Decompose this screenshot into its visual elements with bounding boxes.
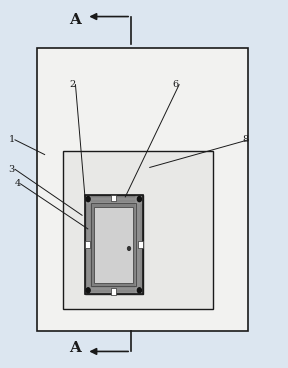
- Bar: [111, 195, 116, 201]
- Text: A: A: [69, 341, 81, 355]
- Text: 3: 3: [9, 165, 15, 174]
- Circle shape: [128, 247, 130, 250]
- Circle shape: [137, 288, 141, 293]
- Bar: [63, 151, 213, 309]
- Circle shape: [86, 288, 90, 293]
- Text: 1: 1: [9, 135, 15, 144]
- Bar: [85, 195, 143, 294]
- Text: 2: 2: [69, 80, 75, 89]
- Circle shape: [137, 197, 141, 202]
- Bar: [138, 241, 143, 248]
- Text: 4: 4: [14, 180, 21, 188]
- Bar: [37, 48, 248, 331]
- Bar: [94, 207, 133, 283]
- Bar: [85, 195, 143, 294]
- Bar: [111, 288, 116, 295]
- Bar: [85, 241, 90, 248]
- Text: 6: 6: [173, 80, 179, 89]
- Text: 8: 8: [242, 135, 248, 144]
- Text: A: A: [69, 13, 81, 27]
- Bar: [91, 203, 136, 286]
- Circle shape: [86, 197, 90, 202]
